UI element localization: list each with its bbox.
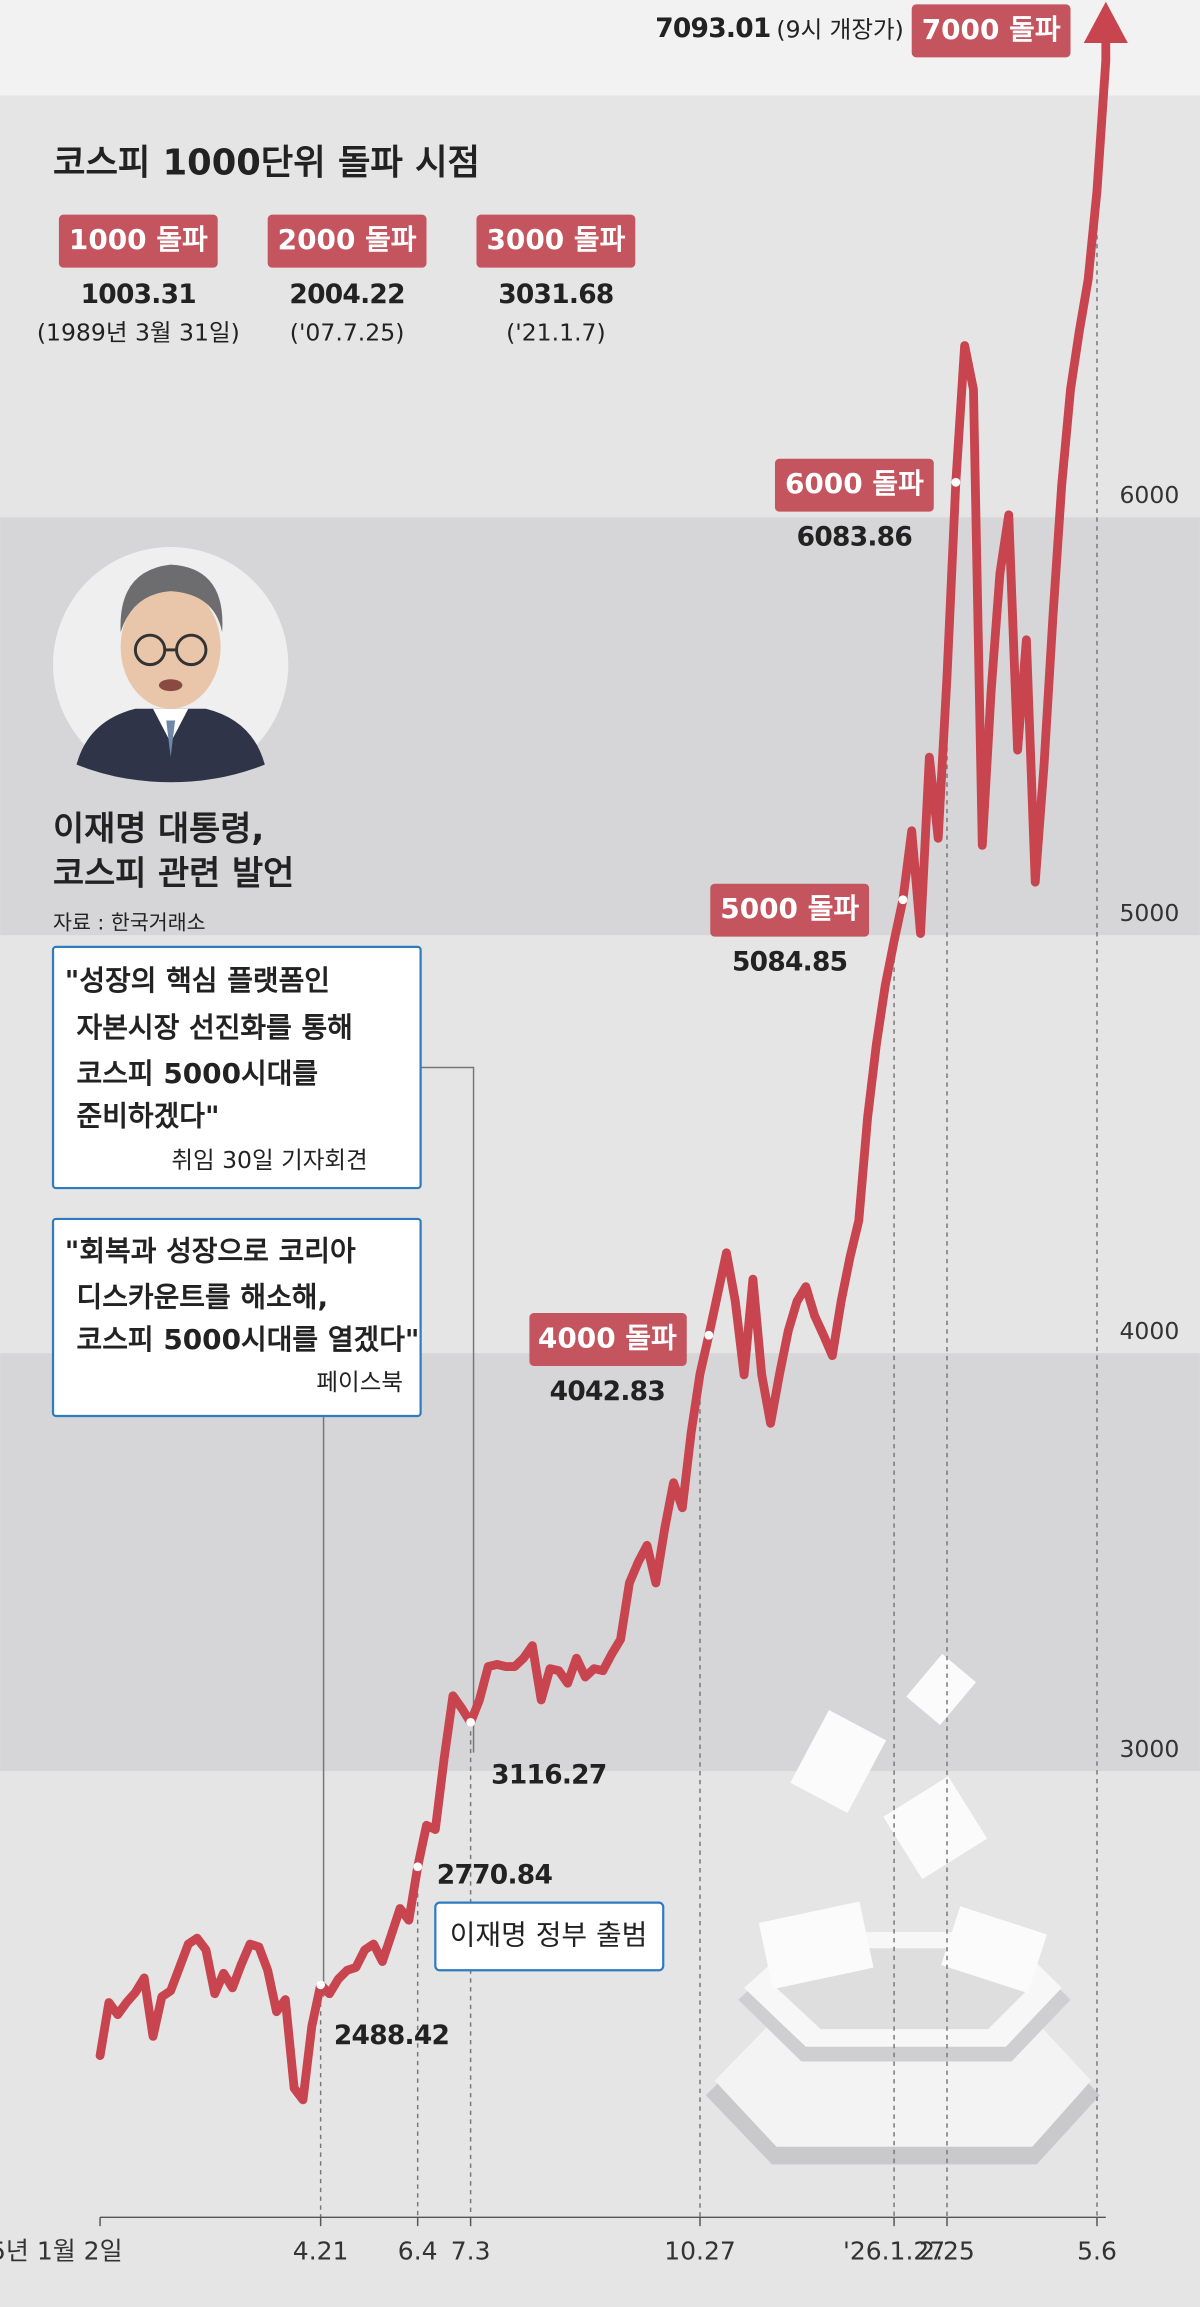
- value-label: 2770.84: [437, 1860, 553, 1891]
- tag-box: [911, 4, 1071, 58]
- value-label: 5084.85: [732, 947, 847, 978]
- portrait: [53, 546, 289, 783]
- quotes-heading: 이재명 대통령,: [53, 809, 264, 848]
- tag-box: [58, 214, 218, 268]
- quotes-heading: 코스피 관련 발언: [53, 853, 294, 892]
- quote-line: "회복과 성장으로 코리아: [65, 1235, 356, 1268]
- y-axis: 3000 4000 5000 6000: [1119, 481, 1179, 1763]
- illustration: [705, 1653, 1100, 2165]
- point-marker: [898, 895, 908, 905]
- milestone-date: (1989년 3월 31일): [37, 318, 240, 346]
- x-tick-label: '26.1.27: [843, 2237, 945, 2266]
- x-tick-label: 2.25: [919, 2237, 975, 2266]
- milestone-label: 2000 돌파: [278, 223, 417, 256]
- arrow-tip: [1083, 1, 1128, 43]
- x-tick-label: 2025년 1월 2일: [0, 2237, 123, 2266]
- y-tick-label: 4000: [1119, 1317, 1179, 1345]
- value-label: 3116.27: [491, 1760, 606, 1791]
- grid-band: [0, 1353, 1200, 1772]
- note: (9시 개장가): [776, 15, 903, 43]
- x-axis: 2025년 1월 2일 4.21 6.4 7.3 10.27 '26.1.272.25 5.…: [0, 2216, 1117, 2266]
- milestone-value: 2004.22: [289, 279, 404, 310]
- quote-line: 디스카운트를 해소해,: [77, 1280, 329, 1313]
- quote-source: 취임 30일 기자회견: [171, 1146, 367, 1174]
- quote-line: 코스피 5000시대를: [77, 1057, 319, 1090]
- value-label: 2488.42: [334, 2020, 449, 2051]
- tag-box: [476, 214, 636, 268]
- annotation: 이재명 정부 출범: [450, 1918, 648, 1951]
- quote-line: 코스피 5000시대를 열겠다": [77, 1323, 420, 1356]
- point-marker: [466, 1718, 476, 1727]
- tag-box: [267, 214, 427, 268]
- milestone-date: ('21.1.7): [506, 318, 606, 346]
- value-label: 7093.01: [655, 13, 770, 44]
- quote-source: 페이스북: [316, 1368, 403, 1396]
- annotation: 6000 돌파: [785, 467, 924, 500]
- x-tick-label: 5.6: [1077, 2237, 1117, 2266]
- source: 자료 : 한국거래소: [53, 910, 206, 934]
- annotation: 4000 돌파: [538, 1322, 677, 1355]
- quote-line: 자본시장 선진화를 통해: [77, 1011, 353, 1044]
- event-box: [434, 1901, 665, 1972]
- y-tick-label: 6000: [1119, 481, 1179, 509]
- milestone-label: 1000 돌파: [69, 223, 208, 256]
- quote-box: [51, 945, 422, 1190]
- y-tick-label: 5000: [1119, 899, 1179, 927]
- x-tick-label: 10.27: [664, 2237, 736, 2266]
- point-marker: [316, 1980, 326, 1990]
- value-label: 6083.86: [797, 522, 912, 553]
- quote-line: 준비하겠다": [77, 1099, 220, 1132]
- tag-box: [774, 458, 934, 512]
- x-tick-label: 4.21: [293, 2237, 349, 2266]
- quote-line: "성장의 핵심 플랫폼인: [65, 964, 330, 997]
- point-marker: [704, 1330, 714, 1340]
- tag-box: [710, 883, 870, 937]
- tag-box: [529, 1313, 687, 1366]
- quote-box: [51, 1217, 422, 1418]
- annotation: 5000 돌파: [720, 892, 859, 925]
- milestone-label: 3000 돌파: [486, 223, 625, 256]
- x-tick-label: 6.4: [398, 2237, 438, 2266]
- milestone-value: 3031.68: [498, 279, 613, 310]
- milestone-value: 1003.31: [81, 279, 196, 310]
- x-tick-label: 7.3: [451, 2237, 491, 2266]
- y-tick-label: 3000: [1119, 1735, 1179, 1763]
- milestone-date: ('07.7.25): [290, 318, 405, 346]
- value-label: 4042.83: [550, 1376, 665, 1407]
- point-marker: [413, 1862, 423, 1872]
- arrow-head: [1083, 1, 1128, 61]
- kospi-line: [95, 56, 1111, 2105]
- point-marker: [951, 477, 961, 487]
- annotation: 7000 돌파: [922, 13, 1061, 46]
- panel-title: 코스피 1000단위 돌파 시점: [53, 143, 480, 184]
- connector: [420, 1066, 475, 1753]
